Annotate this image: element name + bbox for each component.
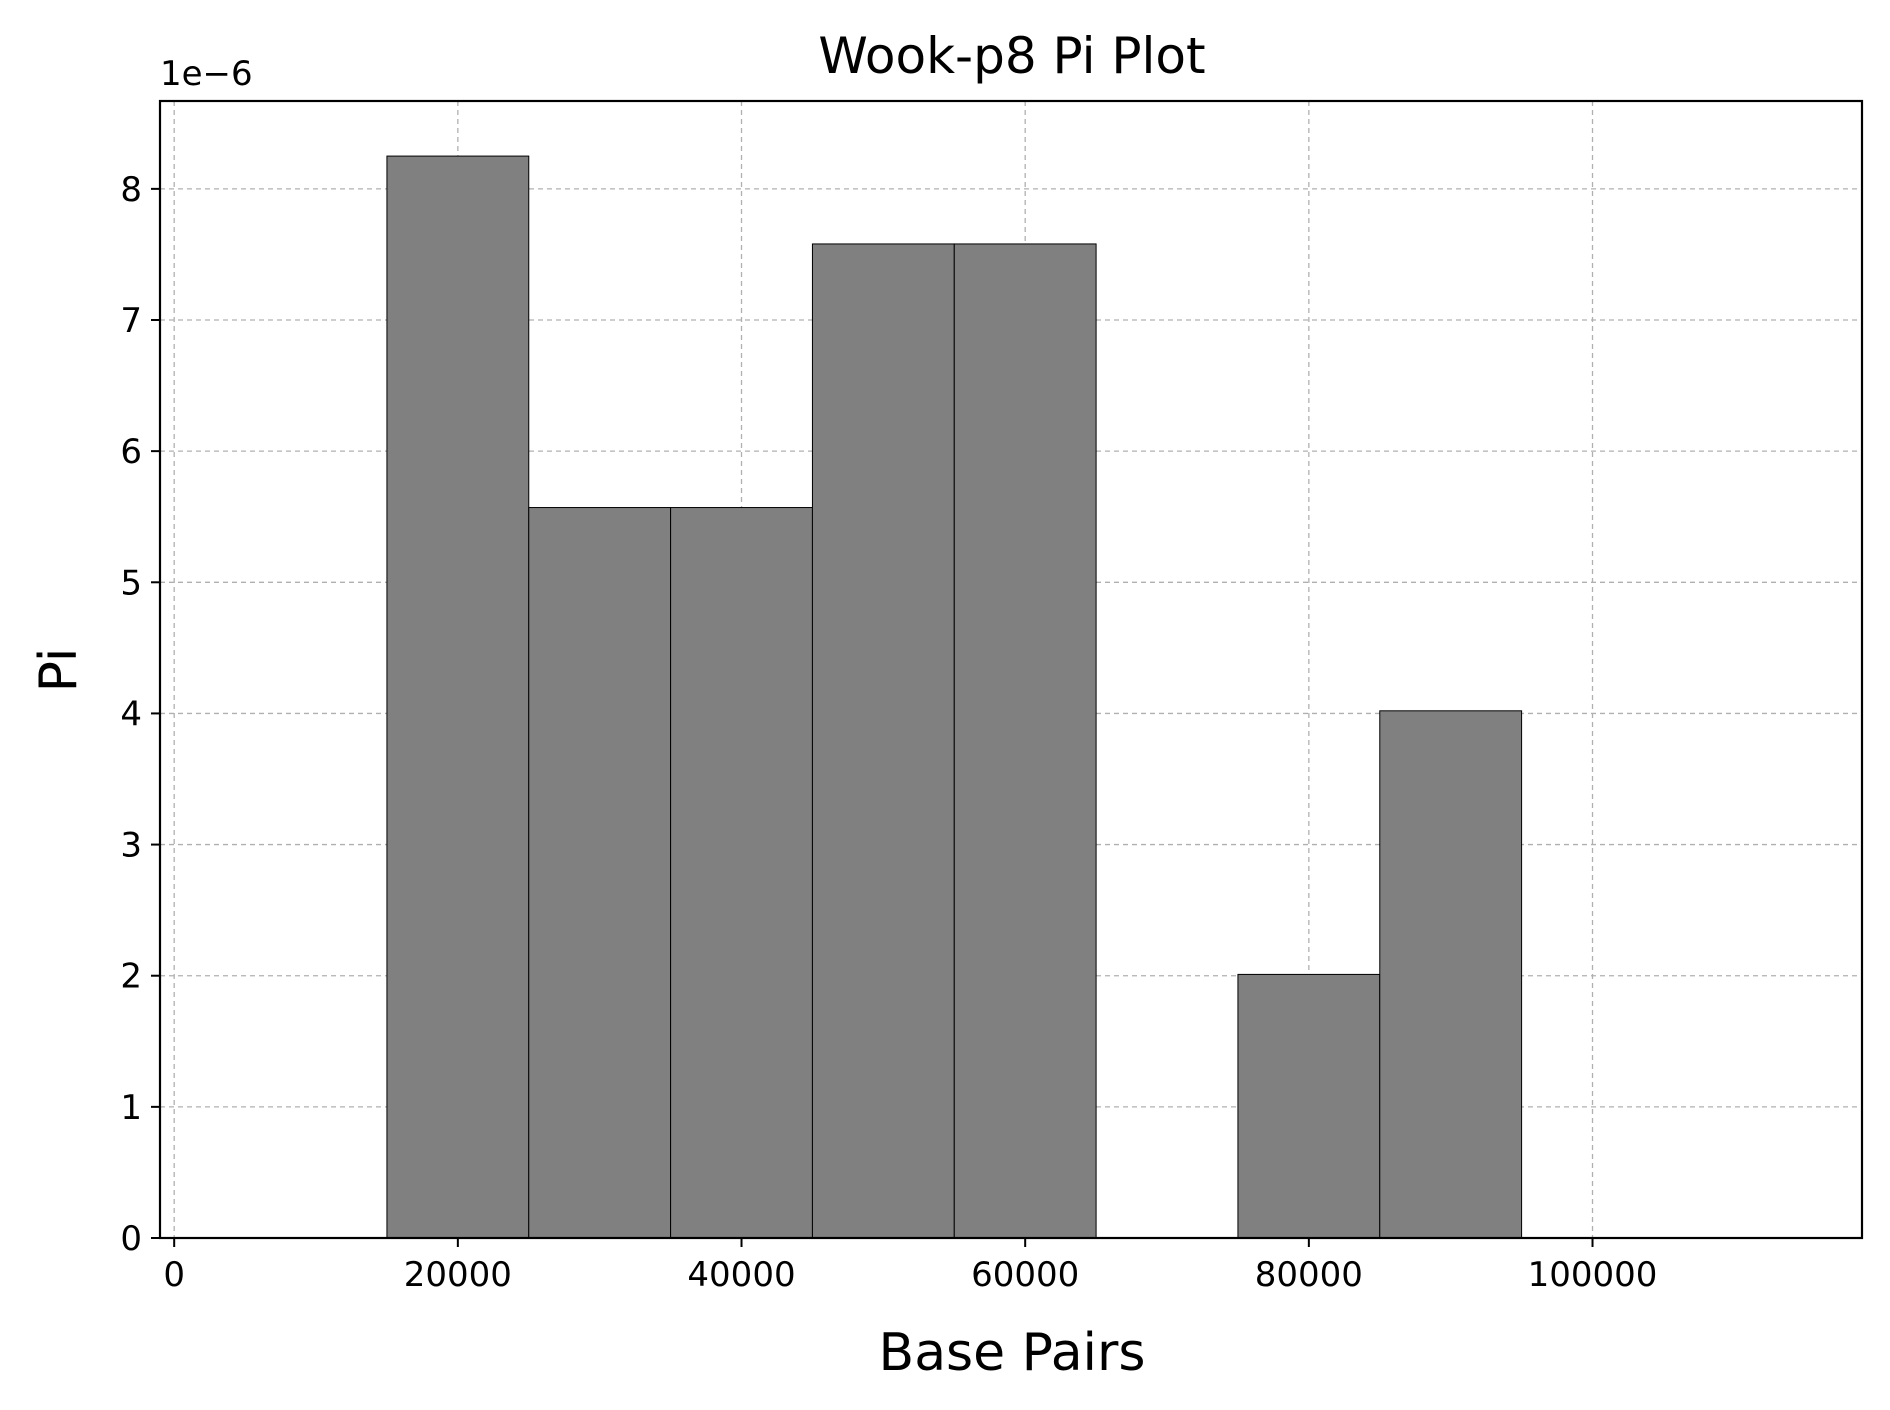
x-tick-label: 60000 bbox=[971, 1255, 1079, 1295]
y-axis-ticks: 0 1 2 3 4 5 6 7 8 bbox=[120, 170, 160, 1259]
bar bbox=[528, 507, 672, 1239]
y-tick-label: 8 bbox=[120, 170, 142, 210]
y-tick-label: 3 bbox=[120, 826, 142, 866]
y-tick-label: 7 bbox=[120, 301, 142, 341]
x-axis-ticks: 0 20000 40000 60000 80000 100000 bbox=[163, 1238, 1657, 1295]
y-tick-label: 6 bbox=[120, 432, 142, 472]
x-tick-label: 20000 bbox=[404, 1255, 512, 1295]
y-tick-label: 1 bbox=[120, 1088, 142, 1128]
bars bbox=[386, 155, 1523, 1239]
x-tick-label: 80000 bbox=[1255, 1255, 1363, 1295]
x-tick-label: 100000 bbox=[1528, 1255, 1658, 1295]
y-axis-label: Pi bbox=[29, 648, 89, 693]
bar bbox=[953, 243, 1097, 1239]
y-tick-label: 5 bbox=[120, 563, 142, 603]
x-tick-label: 40000 bbox=[687, 1255, 795, 1295]
y-axis-offset-label: 1e−6 bbox=[160, 54, 253, 94]
y-tick-label: 4 bbox=[120, 694, 142, 734]
y-tick-label: 0 bbox=[120, 1219, 142, 1259]
x-tick-label: 0 bbox=[163, 1255, 185, 1295]
bar bbox=[670, 507, 813, 1239]
bar bbox=[1379, 710, 1523, 1239]
x-axis-label: Base Pairs bbox=[879, 1323, 1146, 1383]
bar bbox=[386, 155, 530, 1239]
bar bbox=[1237, 973, 1381, 1239]
chart-title: Wook-p8 Pi Plot bbox=[818, 27, 1205, 85]
plot-frame bbox=[158, 99, 1864, 1240]
bar bbox=[811, 243, 955, 1239]
y-tick-label: 2 bbox=[120, 957, 142, 997]
